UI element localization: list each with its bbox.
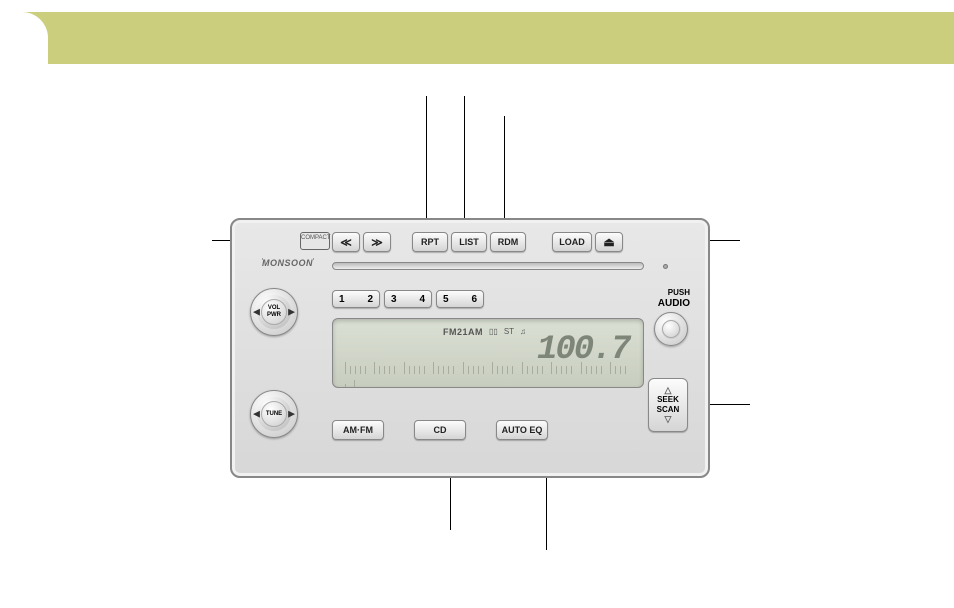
auto-eq-label: AUTO EQ [502,425,543,435]
page-header-notch [0,12,48,64]
audio-knob-cap [662,320,680,338]
preset-3-label: 3 [385,294,397,305]
seek-label: SEEK [657,395,679,405]
headphone-icon: ♫ [520,327,526,336]
preset-row: 1 2 3 4 5 6 [332,290,484,308]
list-label: LIST [459,237,479,247]
tune-down-icon: ◀ [253,409,260,420]
seek-up-icon: △ [665,386,672,395]
vol-down-icon: ◀ [253,307,260,318]
rewind-icon: ≪ [340,236,352,249]
am-fm-label: AM·FM [343,425,373,435]
lcd-display: FM21AM ▯▯ ST ♫ 100.7 [332,318,644,388]
mode-button-group: RPT LIST RDM [412,232,526,252]
fast-forward-button[interactable]: ≫ [363,232,391,252]
tune-knob-cap: TUNE [261,401,287,427]
vol-up-icon: ▶ [288,307,295,318]
pwr-label: PWR [267,312,281,319]
stereo-indicator: ST [504,327,514,336]
preset-1-label: 1 [333,294,345,305]
preset-5-label: 5 [437,294,449,305]
display-band-indicator: FM21AM [443,327,483,337]
page-header-band [0,12,954,64]
brand-label: MONSOON [262,258,313,268]
seek-scan-rocker[interactable]: △ SEEK SCAN ▽ [648,378,688,432]
preset-button-5-6[interactable]: 5 6 [436,290,484,308]
load-button[interactable]: LOAD [552,232,592,252]
display-status-icons: ▯▯ ST ♫ [489,327,526,336]
compact-disc-logo: COMPACT [300,232,330,250]
preset-4-label: 4 [419,294,431,305]
track-seek-group: ≪ ≫ [332,232,391,252]
am-fm-button[interactable]: AM·FM [332,420,384,440]
rdm-label: RDM [498,237,519,247]
eject-icon: ⏏ [603,235,614,249]
load-label: LOAD [559,237,585,247]
rpt-label: RPT [421,237,439,247]
callout-line-list [464,96,465,222]
preset-button-1-2[interactable]: 1 2 [332,290,380,308]
preset-2-label: 2 [367,294,379,305]
audio-knob[interactable] [654,312,688,346]
tune-up-icon: ▶ [288,409,295,420]
rdm-button[interactable]: RDM [490,232,526,252]
volume-power-knob[interactable]: ◀ ▶ VOL PWR [250,288,298,336]
source-button-row: AM·FM CD AUTO EQ [332,420,548,440]
auto-eq-button[interactable]: AUTO EQ [496,420,548,440]
cd-label: CD [434,425,447,435]
eject-button[interactable]: ⏏ [595,232,623,252]
rpt-button[interactable]: RPT [412,232,448,252]
dolby-icon: ▯▯ [489,327,498,336]
tune-knob[interactable]: ◀ ▶ TUNE [250,390,298,438]
ff-icon: ≫ [371,236,383,249]
load-eject-group: LOAD ⏏ [552,232,623,252]
volume-knob-cap: VOL PWR [261,299,287,325]
seek-down-icon: ▽ [665,415,672,424]
indicator-led [663,264,668,269]
car-radio-unit: COMPACT ≪ ≫ RPT LIST RDM LOAD ⏏ MONSOON … [230,218,710,478]
vol-label: VOL [268,305,280,312]
audio-label: AUDIO [658,298,690,309]
callout-line-rpt [426,96,427,222]
cd-slot[interactable] [332,262,644,270]
rewind-button[interactable]: ≪ [332,232,360,252]
cd-logo-text-top: COMPACT [301,234,329,242]
callout-line-rdm [504,116,505,222]
push-label: PUSH [668,288,690,297]
list-button[interactable]: LIST [451,232,487,252]
preset-6-label: 6 [471,294,483,305]
tune-label: TUNE [266,411,282,418]
tuning-scale [345,361,631,375]
preset-button-3-4[interactable]: 3 4 [384,290,432,308]
cd-button[interactable]: CD [414,420,466,440]
